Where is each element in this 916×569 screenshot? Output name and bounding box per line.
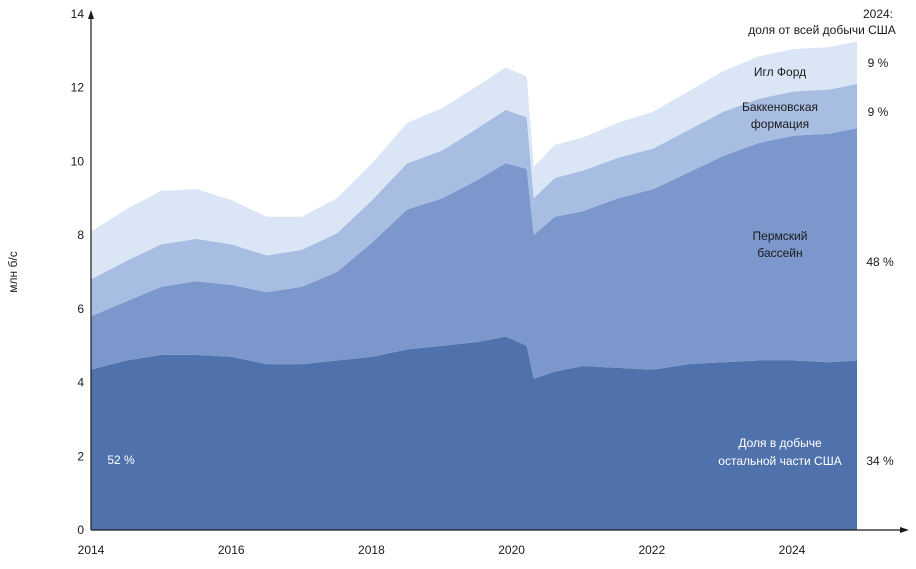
x-tick-2024: 2024 [779,543,806,557]
area-series-2 [91,84,857,317]
y-axis-arrow [88,10,94,19]
x-tick-2016: 2016 [218,543,245,557]
label-other-1: Доля в добыче [738,436,822,450]
y-tick-labels: 0 2 4 6 8 10 12 14 [71,7,85,537]
share-header-2: доля от всей добычи США [748,23,896,37]
x-axis-arrow [900,527,909,533]
label-bakken-2: формация [751,117,809,131]
share-eagle: 9 % [868,56,889,70]
area-series-1 [91,128,857,379]
share-bakken: 9 % [868,105,889,119]
label-bakken-1: Баккеновская [742,100,818,114]
label-other-2: остальной части США [718,454,841,468]
share-permian: 48 % [866,255,894,269]
area-series-0 [91,336,857,530]
share-2014-other: 52 % [107,453,135,467]
y-tick-0: 0 [77,523,84,537]
y-tick-2: 2 [77,449,84,463]
x-tick-labels: 2014 2016 2018 2020 2022 2024 [78,543,806,557]
label-permian-2: бассейн [757,246,802,260]
stacked-areas [91,41,857,530]
share-other: 34 % [866,454,894,468]
x-tick-2014: 2014 [78,543,105,557]
y-tick-6: 6 [77,302,84,316]
x-tick-2020: 2020 [498,543,525,557]
x-tick-2018: 2018 [358,543,385,557]
label-permian-1: Пермский [753,229,808,243]
y-tick-4: 4 [77,376,84,390]
y-tick-8: 8 [77,228,84,242]
area-series-3 [91,41,857,280]
y-axis-label: млн б/с [6,251,20,292]
label-eagle-ford: Игл Форд [754,65,806,79]
x-tick-2022: 2022 [638,543,665,557]
y-tick-14: 14 [71,7,85,21]
y-tick-12: 12 [71,81,85,95]
y-tick-10: 10 [71,154,85,168]
share-header-1: 2024: [863,7,893,21]
